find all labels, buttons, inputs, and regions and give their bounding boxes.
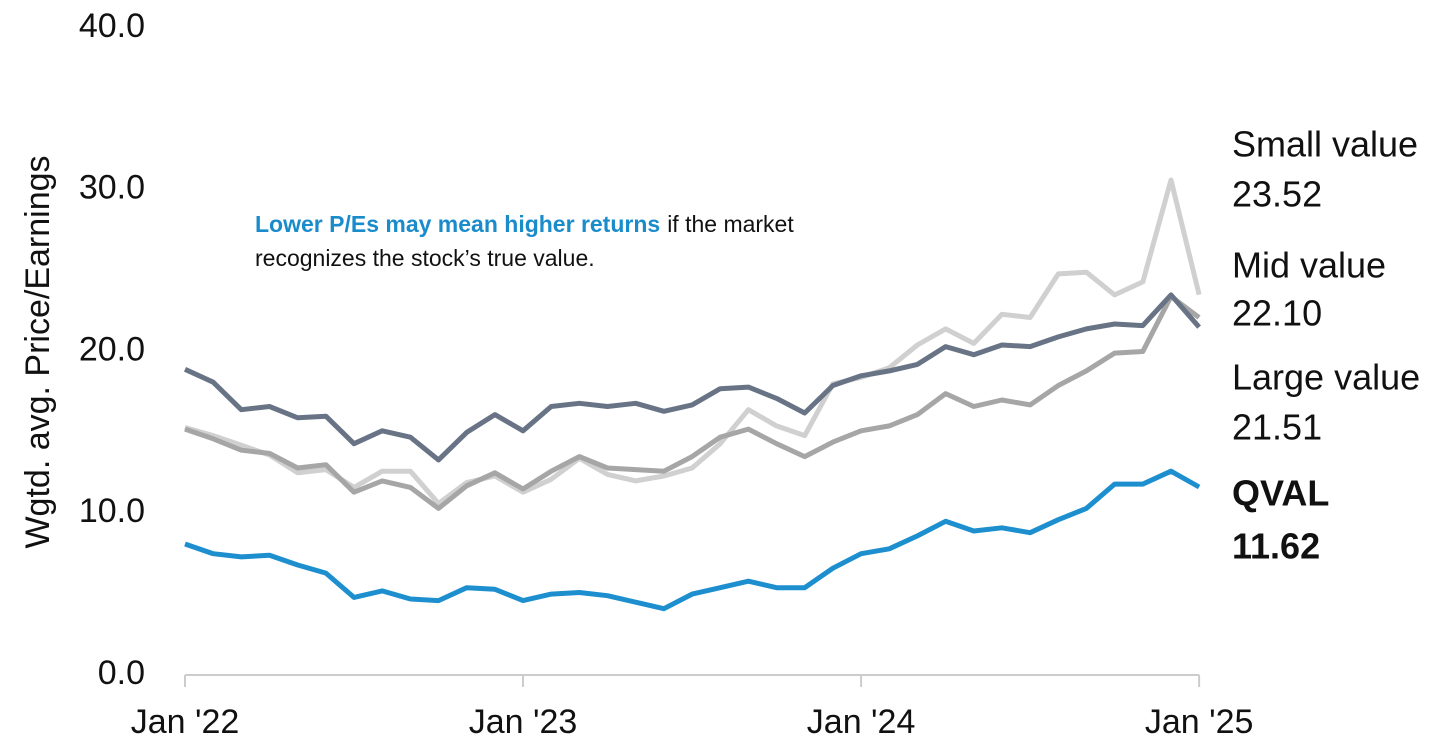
y-tick-label: 10.0: [79, 492, 145, 530]
y-tick-label: 40.0: [79, 7, 145, 45]
x-tick-label: Jan '24: [807, 703, 916, 741]
series-line: [183, 292, 1201, 463]
annotation: Lower P/Es may mean higher returns if the…: [255, 211, 794, 237]
series-line: [184, 294, 1201, 511]
legend-label: QVAL: [1232, 473, 1329, 514]
end-value-label: 11.62: [1232, 526, 1320, 567]
series-line: [184, 177, 1202, 506]
end-value-label: 21.51: [1232, 407, 1322, 448]
y-tick-label: 30.0: [79, 169, 145, 207]
annotation-text: if the market: [667, 211, 794, 237]
legend-label: Small value: [1232, 124, 1418, 165]
y-tick-label: 20.0: [79, 330, 145, 368]
y-tick-label: 0.0: [98, 654, 145, 692]
legend-label: Large value: [1232, 357, 1420, 398]
x-tick-label: Jan '25: [1145, 703, 1254, 741]
annotation-highlight: Lower P/Es may mean higher returns: [255, 211, 660, 237]
end-value-label: 22.10: [1232, 293, 1322, 334]
end-value-label: 23.52: [1232, 174, 1322, 215]
annotation-text: recognizes the stock’s true value.: [255, 245, 595, 271]
series-line: [184, 468, 1201, 612]
x-tick-label: Jan '23: [469, 703, 578, 741]
x-tick-label: Jan '22: [131, 703, 240, 741]
y-axis-label: Wgtd. avg. Price/Earnings: [19, 155, 57, 548]
legend-label: Mid value: [1232, 245, 1386, 286]
